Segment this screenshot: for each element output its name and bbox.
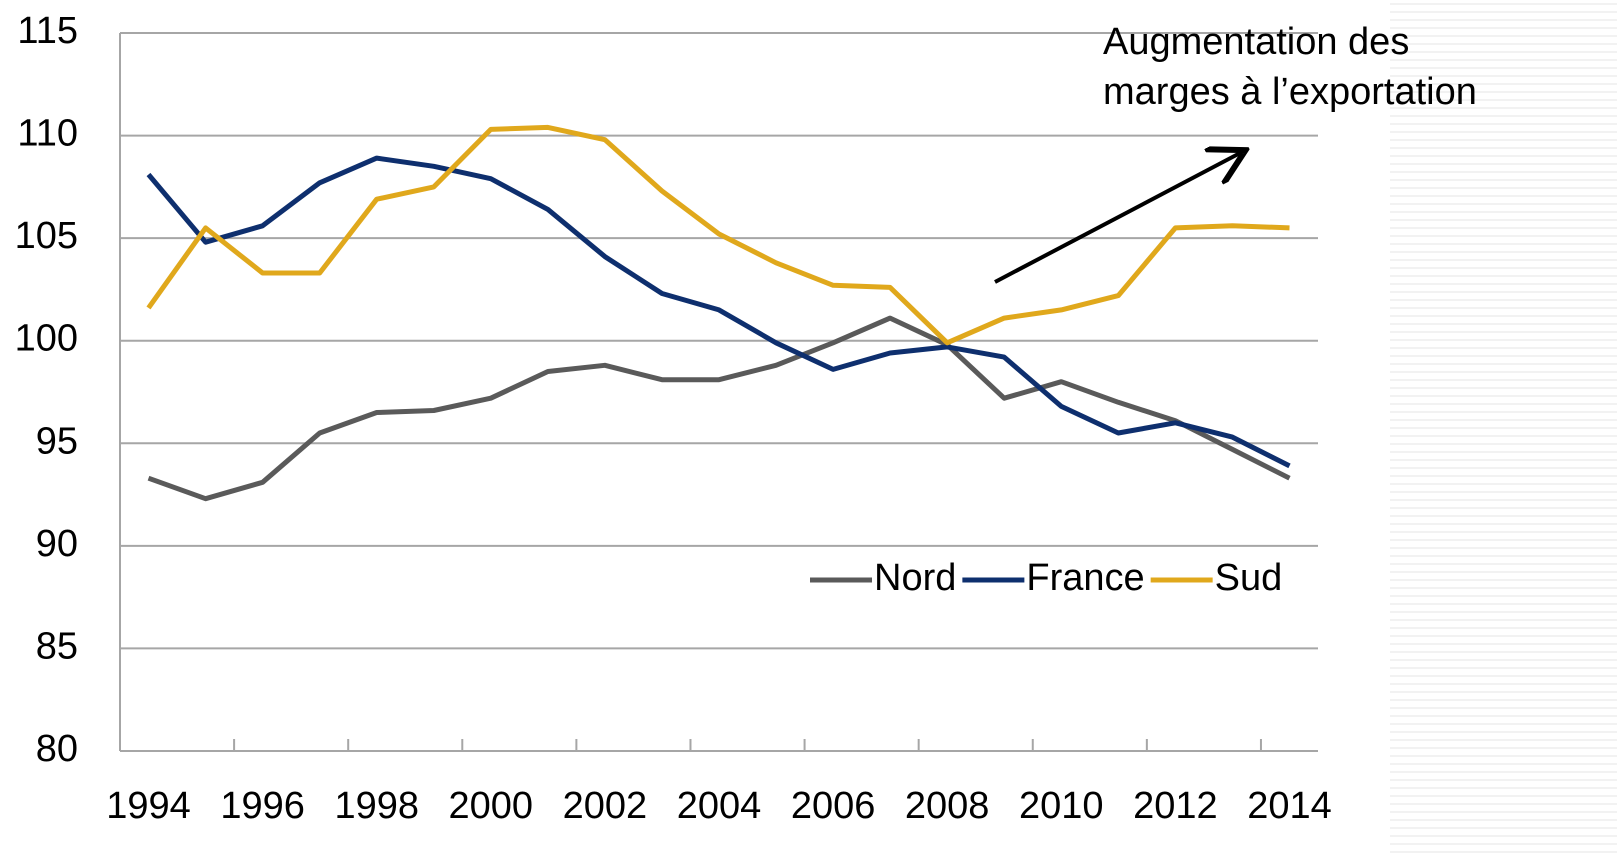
annotation-arrow: [994, 152, 1242, 284]
x-tick-label: 2008: [905, 785, 990, 827]
x-tick-label: 2012: [1133, 785, 1218, 827]
x-tick-label: 2014: [1247, 785, 1332, 827]
y-tick-label: 90: [36, 523, 78, 565]
y-tick-label: 95: [36, 420, 78, 462]
x-tick-label: 2002: [563, 785, 648, 827]
series-line: [146, 155, 1291, 469]
x-tick-label: 2010: [1019, 785, 1104, 827]
x-tick-label: 1996: [220, 785, 305, 827]
x-tick-label: 1998: [334, 785, 419, 827]
background-pattern: [1390, 0, 1617, 858]
annotation-line: marges à l’exportation: [1103, 71, 1477, 113]
annotation-line: Augmentation des: [1103, 21, 1409, 63]
legend-label: Sud: [1215, 557, 1283, 599]
y-tick-label: 85: [36, 625, 78, 667]
y-tick-label: 100: [15, 318, 78, 360]
series-line: [146, 124, 1290, 346]
y-tick-label: 80: [36, 728, 78, 770]
x-tick-label: 2004: [677, 785, 762, 827]
series-line: [147, 315, 1291, 502]
x-tick-label: 2006: [791, 785, 876, 827]
y-tick-label: 105: [15, 215, 78, 257]
x-tick-label: 2000: [449, 785, 534, 827]
legend-label: Nord: [874, 557, 956, 599]
x-tick-label: 1994: [106, 785, 191, 827]
y-tick-label: 115: [17, 10, 78, 52]
y-tick-label: 110: [17, 113, 78, 155]
annotation: Augmentation des marges à l’exportation: [1103, 21, 1477, 113]
legend-label: France: [1026, 557, 1144, 599]
plot-area: 80 85 90 95 100 105 110 115 1994 1996 1998 2000 2002…: [15, 10, 1332, 827]
